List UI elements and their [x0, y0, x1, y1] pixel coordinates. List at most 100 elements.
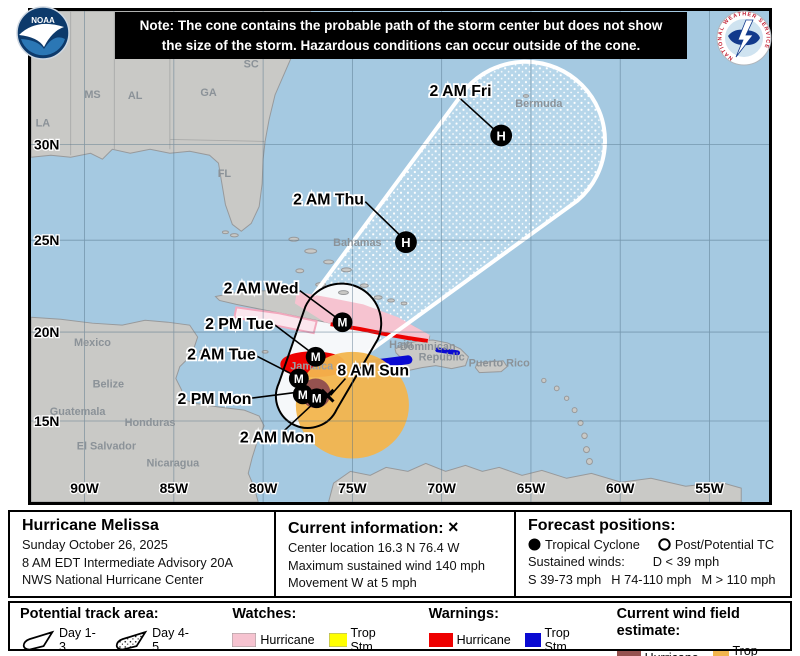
legend-warnings: Warnings: Hurricane Trop Stm: [428, 606, 591, 654]
label-haiti: Haiti: [389, 339, 413, 351]
time-label-mon2am: 2 AM Mon: [240, 430, 314, 447]
label-dominican: Dominican: [400, 341, 456, 353]
legend-windfield-hurricane: Hurricane: [616, 650, 699, 656]
land-central-america: [31, 316, 265, 502]
tropical-cyclone-label: Tropical Cyclone: [545, 537, 640, 552]
label-ga: GA: [200, 87, 216, 99]
hurricane-watch-outline-cuba-west: [233, 306, 318, 335]
current-info-title-text: Current information:: [288, 520, 444, 537]
lon-label-85w: 85W: [160, 480, 189, 496]
svg-text:M: M: [312, 392, 322, 406]
marker-m-tue2am: M: [288, 368, 309, 389]
label-sc: SC: [244, 58, 259, 70]
legend-warning-hurricane: Hurricane: [428, 633, 511, 648]
label-puerto-rico: Puerto Rico: [469, 358, 531, 370]
time-label-tue2pm: 2 PM Tue: [205, 316, 274, 333]
legend-watch-trop-label: Trop Stm: [350, 626, 376, 655]
time-labels: 2 AM Fri 2 AM Thu 2 AM Wed 2 PM Tue 2 AM…: [176, 81, 493, 448]
label-fl: FL: [218, 168, 232, 180]
marker-x-current: ×: [319, 380, 335, 411]
lat-label-15n: 15N: [34, 413, 59, 429]
lon-label-90w: 90W: [70, 480, 99, 496]
lon-label-75w: 75W: [338, 480, 367, 496]
svg-text:H: H: [497, 128, 506, 143]
legend-watches-title: Watches:: [232, 606, 297, 622]
forecast-positions-cell: Forecast positions: Tropical Cyclone Pos…: [514, 512, 790, 596]
leader-lines: [250, 97, 495, 433]
advisory-name: 8 AM EDT Intermediate Advisory 20A: [22, 554, 234, 570]
map-canvas: 30N 25N 20N 15N 90W 85W 80W 75W 70W 65W …: [31, 11, 769, 502]
label-bermuda: Bermuda: [515, 98, 563, 110]
lon-label-80w: 80W: [249, 480, 278, 496]
legend-watch-trop: Trop Stm: [328, 626, 389, 655]
legend-watch-hurricane: Hurricane: [232, 633, 315, 648]
wind-range-s: S 39-73 mph: [528, 571, 602, 587]
center-location: Center location 16.3 N 76.4 W: [288, 540, 460, 555]
cone-day13-icon: [22, 631, 55, 651]
marker-h-thu2am: H: [395, 231, 417, 254]
trop-stm-windfield-swatch: [712, 650, 729, 656]
legend-track-area: Potential track area: Day 1-3 Day 4-5: [20, 606, 206, 654]
legend-windfield: Current wind field estimate: Hurricane T…: [616, 606, 780, 656]
forecast-markers: M M M M M: [288, 124, 513, 411]
post-potential-tc-label: Post/Potential TC: [674, 537, 775, 552]
hurricane-watch-swatch: [232, 633, 257, 648]
nws-logo: NATIONAL WEATHER SERVICE: [716, 10, 772, 66]
legend-warnings-title: Warnings:: [428, 606, 499, 622]
cone-note: Note: The cone contains the probable pat…: [115, 12, 687, 60]
noaa-logo: NOAA: [16, 6, 70, 60]
post-potential-tc-icon: [658, 538, 671, 551]
cone-day45-icon: [116, 631, 148, 651]
wind-range-h: H 74-110 mph: [611, 571, 692, 587]
lon-label-70w: 70W: [427, 480, 456, 496]
cone-day-4-5: [303, 61, 606, 362]
storm-title: Hurricane Melissa: [22, 517, 159, 534]
time-label-wed2am: 2 AM Wed: [224, 281, 299, 298]
legend-warning-trop-label: Trop Stm: [544, 626, 570, 655]
legend-day45-item: Day 4-5: [113, 626, 192, 654]
label-honduras: Honduras: [125, 417, 176, 429]
svg-text:M: M: [311, 350, 321, 364]
svg-text:M: M: [338, 316, 348, 330]
lat-label-25n: 25N: [34, 232, 59, 248]
advisory-date: Sunday October 26, 2025: [22, 537, 168, 552]
label-ms: MS: [84, 89, 100, 101]
hurricane-warning-swatch: [428, 633, 453, 648]
marker-m-wed2am: M: [332, 312, 353, 333]
wind-range-d: D < 39 mph: [652, 554, 720, 570]
legend-warning-hurricane-label: Hurricane: [456, 633, 511, 648]
lat-label-20n: 20N: [34, 324, 59, 340]
forecast-cone-map: 30N 25N 20N 15N 90W 85W 80W 75W 70W 65W …: [28, 8, 772, 505]
label-belize: Belize: [93, 378, 125, 390]
label-al: AL: [128, 90, 143, 102]
cone-day-1-3-outline: [274, 282, 383, 429]
map-legend: Potential track area: Day 1-3 Day 4-5 Wa…: [8, 601, 792, 656]
wind-range-m: M > 110 mph: [701, 571, 776, 587]
trop-storm-warning-dr: [435, 347, 461, 356]
time-label-thu2am: 2 AM Thu: [293, 192, 364, 209]
cone-day-4-5-outline: [311, 59, 607, 353]
legend-day13-label: Day 1-3: [58, 626, 96, 655]
storm-id-cell: Hurricane Melissa Sunday October 26, 202…: [10, 512, 274, 596]
agency-name: NWS National Hurricane Center: [22, 572, 204, 588]
land-bermuda: [522, 94, 530, 98]
lat-label-30n: 30N: [34, 136, 59, 152]
lon-label-60w: 60W: [606, 480, 635, 496]
legend-windfield-trop: Trop Stm: [712, 644, 766, 656]
time-label-mon2pm: 2 PM Mon: [177, 391, 251, 408]
marker-h-fri2am: H: [490, 124, 513, 147]
label-nicaragua: Nicaragua: [146, 457, 200, 469]
svg-text:M: M: [298, 388, 308, 402]
current-info-cell: Current information: × Center location 1…: [274, 512, 514, 596]
time-label-tue2am: 2 AM Tue: [187, 347, 256, 364]
svg-text:M: M: [294, 372, 304, 386]
label-el-salvador: El Salvador: [77, 441, 137, 453]
label-mexico: Mexico: [74, 337, 111, 349]
sustained-winds-label: Sustained winds:: [528, 554, 625, 570]
lon-label-65w: 65W: [517, 480, 546, 496]
max-sustained-wind: Maximum sustained wind 140 mph: [288, 557, 486, 573]
legend-track-title: Potential track area:: [20, 606, 159, 622]
marker-m-mon2pm: M: [292, 384, 313, 405]
label-guatemala: Guatemala: [50, 406, 107, 418]
graticule-labels: 30N 25N 20N 15N 90W 85W 80W 75W 70W 65W …: [33, 135, 726, 497]
